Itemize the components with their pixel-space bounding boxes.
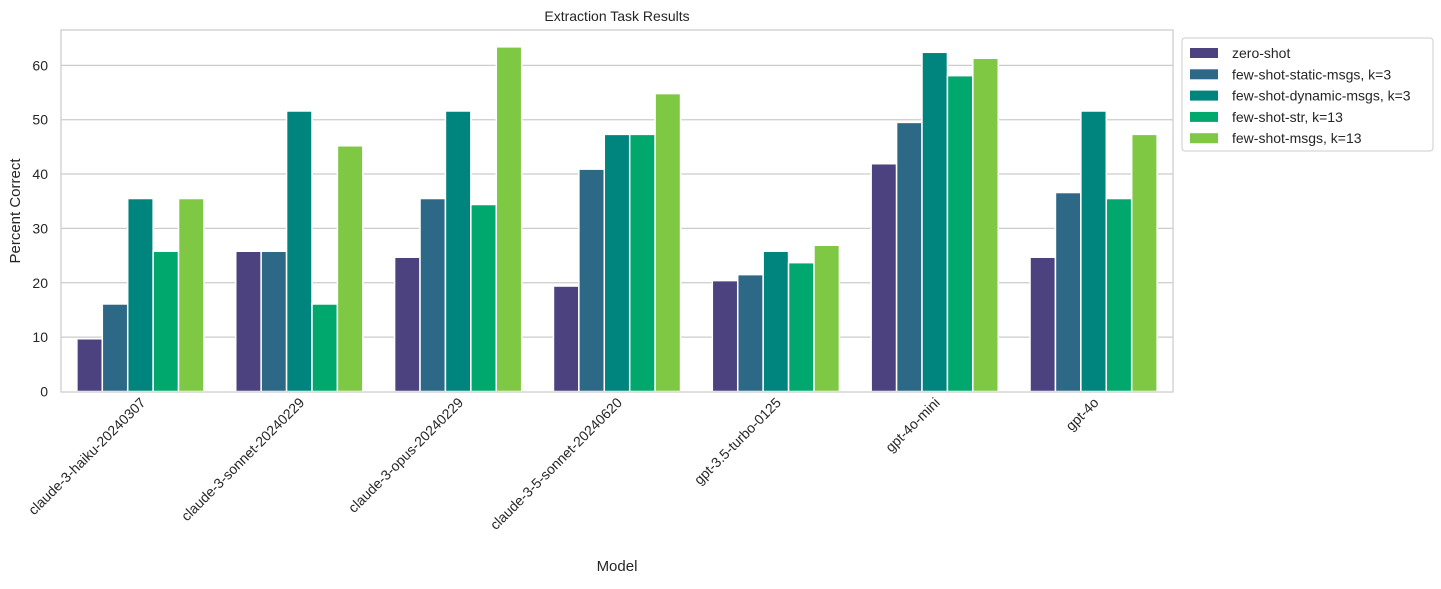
bar <box>921 51 949 393</box>
bar <box>628 133 656 393</box>
legend: zero-shot few-shot-static-msgs, k=3 few-sh… <box>1181 37 1434 152</box>
bar <box>787 261 815 393</box>
legend-swatch <box>1190 111 1218 122</box>
bar <box>311 303 339 393</box>
y-tick-label: 10 <box>32 329 48 345</box>
bar <box>470 203 498 393</box>
bar <box>552 285 580 393</box>
bar <box>603 133 631 393</box>
bar <box>393 256 421 393</box>
x-tick-label: claude-3-5-sonnet-20240620 <box>487 394 626 533</box>
x-tick-label: gpt-4o-mini <box>882 394 943 455</box>
legend-label: few-shot-static-msgs, k=3 <box>1232 66 1391 82</box>
y-tick-labels: 0 10 20 30 40 50 60 <box>32 57 48 399</box>
y-axis-label: Percent Correct <box>7 158 24 264</box>
legend-swatch <box>1190 133 1218 144</box>
bar <box>813 244 841 393</box>
y-tick-label: 30 <box>32 220 48 236</box>
bar <box>870 162 898 393</box>
bar <box>152 250 180 393</box>
y-tick-label: 60 <box>32 57 48 73</box>
bar <box>126 197 154 393</box>
legend-label: few-shot-str, k=13 <box>1232 109 1343 125</box>
bar <box>711 279 739 393</box>
y-tick-label: 20 <box>32 275 48 291</box>
chart-title: Extraction Task Results <box>544 8 689 24</box>
legend-label: few-shot-dynamic-msgs, k=3 <box>1232 88 1411 104</box>
bar <box>1029 256 1057 393</box>
legend-swatch <box>1190 48 1218 58</box>
bar <box>1130 133 1158 393</box>
y-tick-label: 0 <box>40 384 48 400</box>
legend-swatch <box>1190 69 1218 80</box>
bar <box>444 110 472 393</box>
bar <box>1105 197 1133 393</box>
legend-box <box>1181 37 1434 152</box>
legend-label: few-shot-msgs, k=13 <box>1232 130 1362 146</box>
x-tick-label: claude-3-opus-20240229 <box>345 394 467 516</box>
bar <box>234 250 262 393</box>
bar <box>177 197 205 393</box>
bar <box>972 57 1000 393</box>
x-tick-label: claude-3-haiku-20240307 <box>25 394 149 518</box>
bar <box>946 74 974 393</box>
x-tick-label: gpt-3.5-turbo-0125 <box>691 394 784 487</box>
bar <box>495 46 523 393</box>
y-tick-label: 50 <box>32 112 48 128</box>
axes-frame <box>60 29 1174 393</box>
bar <box>578 168 606 393</box>
bars <box>76 46 1158 393</box>
bar <box>76 338 104 393</box>
bar <box>762 250 790 393</box>
bar <box>260 250 288 393</box>
x-tick-label: gpt-4o <box>1062 394 1102 434</box>
bar <box>654 92 682 393</box>
y-tick-label: 40 <box>32 166 48 182</box>
bar <box>336 145 364 393</box>
bar <box>419 197 447 393</box>
bar <box>1080 110 1108 393</box>
bar <box>736 273 764 393</box>
x-tick-labels: claude-3-haiku-20240307 claude-3-sonnet-2… <box>25 394 1102 533</box>
bar <box>1054 191 1082 393</box>
bar <box>285 110 313 393</box>
x-tick-label: claude-3-sonnet-20240229 <box>178 394 308 524</box>
bar <box>895 121 923 393</box>
x-axis-label: Model <box>597 558 638 575</box>
legend-swatch <box>1190 90 1218 101</box>
bar <box>101 303 129 393</box>
legend-label: zero-shot <box>1232 45 1290 61</box>
